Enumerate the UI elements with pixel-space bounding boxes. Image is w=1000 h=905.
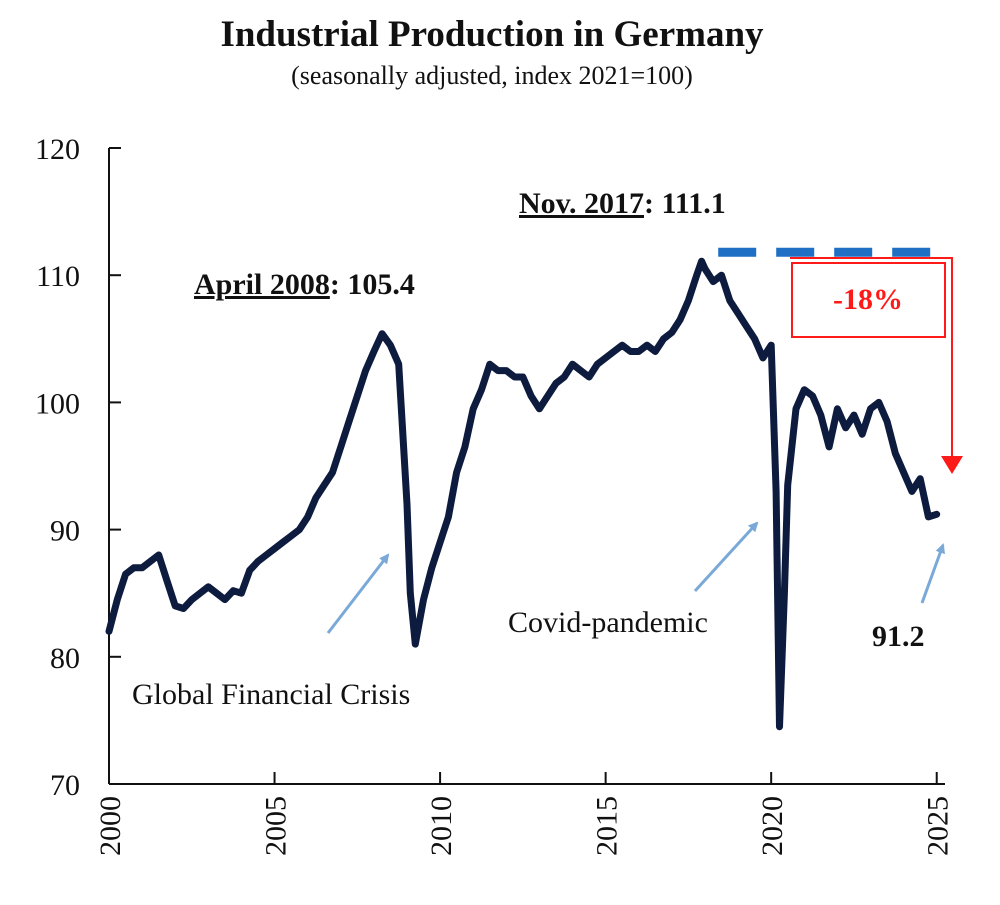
series-line-industrial-production [105,257,941,731]
y-ticks: 70 80 90 100 110 120 [35,133,121,802]
latest-value-arrow [920,543,945,604]
y-tick-label-80: 80 [50,642,80,675]
peak-2017-label: Nov. 2017: 111.1 [519,187,726,220]
chart-subtitle: (seasonally adjusted, index 2021=100) [291,61,693,90]
y-tick-label-110: 110 [36,260,80,293]
chart-title: Industrial Production in Germany [220,14,764,55]
x-tick-label-2015: 2015 [591,796,624,856]
x-ticks: 2000 2005 2010 2015 2020 2025 [94,772,955,856]
x-tick-label-2025: 2025 [922,796,955,856]
x-tick-label-2000: 2000 [94,796,127,856]
decline-pct-label: -18% [833,283,903,316]
crisis-arrow [326,553,390,634]
x-tick-label-2010: 2010 [425,796,458,856]
y-tick-label-120: 120 [35,133,80,166]
covid-arrow [693,521,759,593]
peak-2008-date: April 2008 [194,268,330,301]
decline-arrowhead [941,456,963,474]
peak-2008-value: : 105.4 [330,268,415,301]
covid-label: Covid-pandemic [508,606,708,639]
x-tick-label-2020: 2020 [756,796,789,856]
latest-value-label: 91.2 [872,620,925,653]
peak-2017-value: : 111.1 [644,187,726,220]
peak-2017-date: Nov. 2017 [519,187,644,220]
decline-bracket [790,257,953,456]
peak-2008-label: April 2008: 105.4 [194,268,415,301]
y-tick-label-70: 70 [50,769,80,802]
crisis-label: Global Financial Crisis [132,678,410,711]
x-tick-label-2005: 2005 [260,796,293,856]
decline-box [791,262,946,338]
y-tick-label-100: 100 [35,387,80,420]
y-tick-label-90: 90 [50,515,80,548]
